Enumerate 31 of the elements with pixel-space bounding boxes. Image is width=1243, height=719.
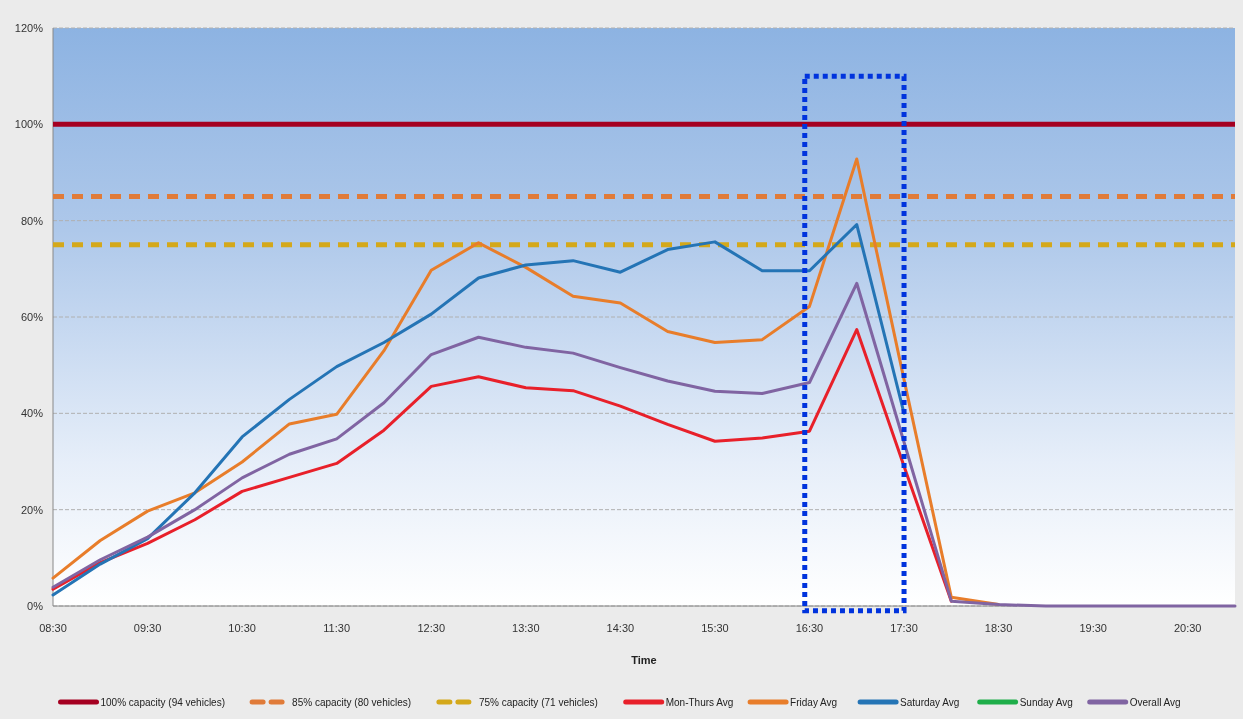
x-tick-label: 12:30: [417, 622, 446, 634]
y-tick-label: 100%: [14, 118, 44, 131]
legend-label: 100% capacity (94 vehicles): [100, 696, 226, 708]
x-tick-label: 13:30: [512, 622, 540, 634]
x-tick-label: 14:30: [606, 622, 635, 634]
x-tick-label: 15:30: [701, 622, 729, 634]
x-tick-label: 17:30: [890, 622, 918, 634]
legend-label: 85% capacity (80 vehicles): [292, 696, 412, 708]
x-tick-label: 09:30: [133, 622, 162, 634]
x-tick-label: 18:30: [984, 622, 1013, 634]
x-tick-label: 08:30: [39, 622, 67, 634]
y-tick-label: 80%: [20, 214, 44, 227]
y-tick-label: 120%: [14, 21, 44, 34]
x-tick-label: 11:30: [323, 622, 351, 634]
y-tick-label: 60%: [20, 310, 44, 323]
legend-label: Friday Avg: [790, 696, 838, 708]
y-tick-label: 40%: [20, 407, 44, 420]
legend-label: Sunday Avg: [1019, 696, 1073, 708]
line-series: [51, 223, 906, 597]
x-tick-label: 19:30: [1079, 622, 1107, 634]
legend-label: Overall Avg: [1129, 696, 1181, 708]
x-tick-label: 16:30: [795, 622, 824, 634]
y-tick-label: 20%: [20, 503, 44, 516]
line-series: [51, 328, 953, 603]
y-tick-label: 0%: [27, 599, 44, 612]
x-axis-title: Time: [631, 654, 657, 666]
legend-label: 75% capacity (71 vehicles): [478, 696, 598, 708]
legend-label: Mon-Thurs Avg: [665, 696, 734, 708]
x-tick-label: 20:30: [1173, 622, 1202, 634]
x-tick-label: 10:30: [228, 622, 256, 634]
legend-label: Saturday Avg: [900, 696, 960, 708]
